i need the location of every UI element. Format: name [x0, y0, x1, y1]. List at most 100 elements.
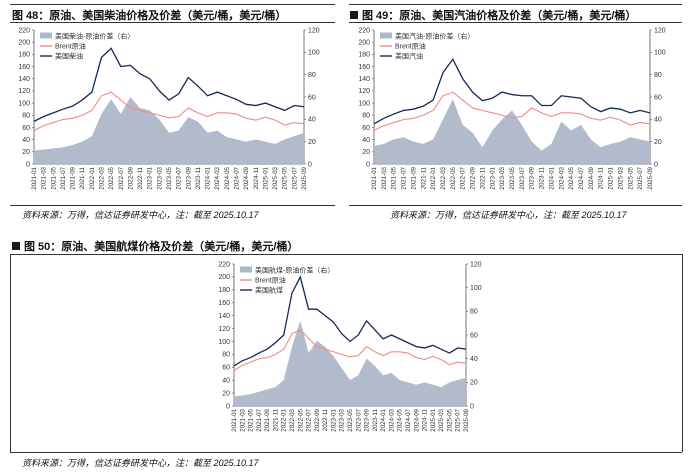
x-tick-label: 2022-07 [306, 408, 313, 431]
figure-50-source-rule [10, 452, 682, 453]
left-tick-label: 140 [218, 313, 230, 320]
right-tick-label: 60 [470, 332, 478, 339]
right-tick-label: 0 [654, 161, 658, 168]
x-tick-label: 2023-01 [330, 408, 337, 431]
x-tick-label: 2021-05 [391, 166, 398, 189]
left-tick-label: 80 [362, 113, 370, 120]
x-tick-label: 2024-07 [405, 408, 412, 431]
left-tick-label: 180 [218, 287, 230, 294]
spread-area [374, 99, 650, 164]
left-tick-label: 180 [358, 52, 370, 59]
figure-49-source-rule [349, 205, 682, 206]
figure-48-title-rule [10, 22, 335, 23]
left-tick-label: 0 [226, 403, 230, 410]
legend-label: 美国汽油 [395, 52, 423, 61]
left-tick-label: 20 [362, 149, 370, 156]
figure-48-title: 图 48：原油、美国柴油价格及价差（美元/桶，美元/桶） [12, 10, 287, 22]
x-tick-label: 2023-11 [195, 166, 202, 189]
spread-area [234, 320, 466, 406]
x-tick-label: 2022-05 [108, 166, 115, 189]
x-tick-label: 2023-11 [372, 408, 379, 431]
x-tick-label: 2023-01 [489, 166, 496, 189]
figure-48-source-rule [10, 205, 335, 206]
brent-line [33, 91, 305, 131]
x-tick-label: 2024-09 [413, 408, 420, 431]
x-tick-label: 2022-07 [460, 166, 467, 189]
right-tick-label: 120 [470, 261, 482, 268]
legend-swatch [40, 32, 52, 39]
x-tick-label: 2024-05 [224, 166, 231, 189]
right-tick-label: 100 [470, 285, 482, 292]
x-tick-label: 2021-05 [50, 166, 57, 189]
right-tick-label: 40 [654, 117, 662, 124]
right-tick-label: 20 [308, 139, 316, 146]
left-tick-label: 20 [222, 390, 230, 397]
x-tick-label: 2024-11 [253, 166, 260, 189]
figure-49-chart: 0 20 40 60 80 100 120 140 160 180 200 220 0 20 40 60 80 1… [358, 27, 666, 189]
right-tick-label: 100 [654, 50, 666, 57]
x-tick-label: 2025-07 [637, 166, 644, 189]
x-tick-label: 2025-05 [446, 408, 453, 431]
x-tick-label: 2023-03 [156, 166, 163, 189]
square-bullet-icon [12, 242, 20, 250]
x-tick-label: 2022-03 [99, 166, 106, 189]
top-rule-left [10, 4, 335, 5]
x-tick-label: 2022-05 [450, 166, 457, 189]
x-tick-label: 2025-01 [430, 408, 437, 431]
x-tick-label: 2025-03 [438, 408, 445, 431]
x-tick-label: 2025-09 [647, 166, 654, 189]
figure-48-chart: 0 20 40 60 80 100 120 140 160 180 200 220 0 20 40 60 80 1… [18, 27, 320, 189]
square-bullet-icon [350, 11, 358, 19]
x-tick-label: 2023-09 [185, 166, 192, 189]
figure-48-source: 资料来源：万得，信达证券研发中心，注：截至 2025.10.17 [22, 210, 259, 220]
x-tick-label: 2025-09 [301, 166, 308, 189]
right-tick-label: 80 [470, 309, 478, 316]
legend-label: 美国汽油-原油价差（右） [395, 32, 474, 41]
figure-50-frame-left [10, 254, 11, 452]
x-tick-label: 2022-01 [89, 166, 96, 189]
left-tick-label: 220 [218, 261, 230, 268]
legend-label: 美国航煤 [255, 286, 283, 295]
x-tick-label: 2021-09 [264, 408, 271, 431]
right-tick-label: 100 [308, 50, 320, 57]
x-tick-label: 2023-03 [499, 166, 506, 189]
x-tick-label: 2023-05 [166, 166, 173, 189]
x-tick-label: 2022-09 [470, 166, 477, 189]
x-tick-label: 2021-11 [79, 166, 86, 189]
x-tick-label: 2024-03 [214, 166, 221, 189]
x-tick-label: 2021-01 [371, 166, 378, 189]
x-tick-label: 2025-01 [262, 166, 269, 189]
left-tick-label: 60 [362, 125, 370, 132]
legend-label: 美国柴油 [55, 52, 83, 61]
spread-area [34, 97, 304, 164]
right-tick-label: 40 [308, 117, 316, 124]
left-tick-label: 60 [22, 125, 30, 132]
right-tick-label: 120 [654, 27, 666, 34]
figure-50-title: 图 50：原油、美国航煤价格及价差（美元/桶，美元/桶） [12, 238, 298, 254]
x-tick-label: 2022-01 [430, 166, 437, 189]
left-tick-label: 120 [358, 88, 370, 95]
x-tick-label: 2021-07 [401, 166, 408, 189]
x-tick-label: 2022-11 [322, 408, 329, 431]
x-tick-label: 2024-03 [388, 408, 395, 431]
x-tick-label: 2022-05 [297, 408, 304, 431]
x-tick-label: 2022-03 [289, 408, 296, 431]
left-tick-label: 40 [222, 377, 230, 384]
right-tick-label: 20 [470, 380, 478, 387]
left-tick-label: 120 [18, 88, 30, 95]
x-tick-label: 2023-09 [364, 408, 371, 431]
x-tick-label: 2021-09 [70, 166, 77, 189]
x-tick-label: 2024-01 [205, 166, 212, 189]
right-tick-label: 60 [308, 94, 316, 101]
x-tick-label: 2021-05 [248, 408, 255, 431]
x-tick-label: 2024-07 [578, 166, 585, 189]
left-tick-label: 20 [22, 149, 30, 156]
x-tick-label: 2024-05 [568, 166, 575, 189]
x-tick-label: 2021-07 [256, 408, 263, 431]
left-tick-label: 80 [222, 352, 230, 359]
x-tick-label: 2022-09 [127, 166, 134, 189]
right-tick-label: 0 [308, 161, 312, 168]
left-tick-label: 100 [218, 339, 230, 346]
brent-line [233, 329, 467, 371]
x-tick-label: 2022-11 [479, 166, 486, 189]
